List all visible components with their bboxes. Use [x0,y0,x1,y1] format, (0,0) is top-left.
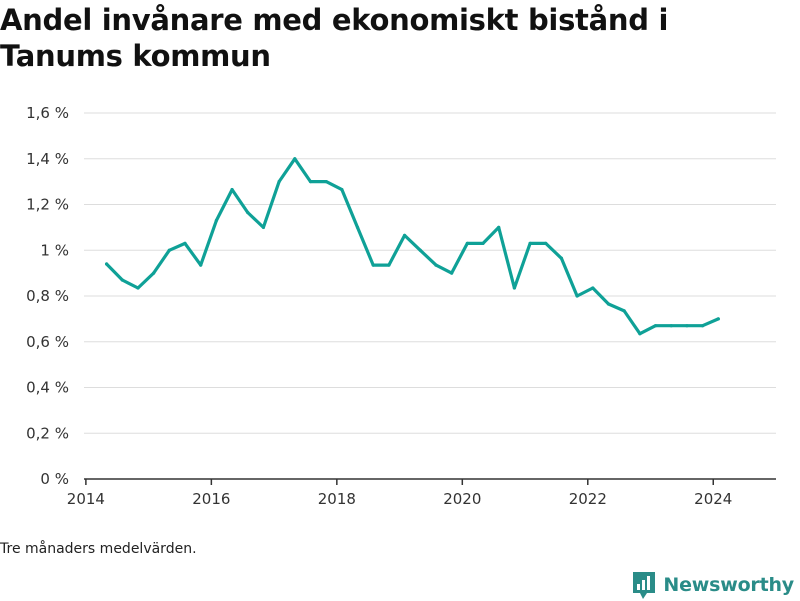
y-tick-label: 0 % [40,470,69,488]
data-point [434,263,438,267]
newsworthy-logo-icon [633,572,656,599]
y-tick-label: 0,2 % [26,424,69,442]
data-point [638,332,642,336]
data-point [340,188,344,192]
data-point [669,324,673,328]
brand-name: Newsworthy [663,574,794,596]
x-tick-label: 2022 [569,490,607,508]
data-point [591,286,595,290]
x-tick-label: 2018 [318,490,356,508]
data-point [246,210,250,215]
data-point [152,271,156,275]
chart-title: Andel invånare med ekonomiskt bistånd i … [0,3,669,73]
data-point [136,286,140,290]
x-tick-label: 2014 [67,490,105,508]
data-point [199,263,203,267]
series-group [104,157,720,336]
data-point [324,180,328,184]
y-axis-labels: 0 % 0,2 % 0,4 % 0,6 % 0,8 % 1 % 1,2 % 1,4 % 1,6 … [26,104,69,488]
x-tick-label: 2020 [443,490,481,508]
y-tick-label: 0,4 % [26,379,69,397]
x-axis [84,478,776,485]
data-point [371,263,375,267]
y-tick-label: 1 % [40,241,69,259]
data-point [183,241,187,245]
data-point [716,317,720,321]
data-point [120,278,124,282]
data-point [544,241,548,245]
data-point [214,218,218,223]
data-point [293,157,297,161]
data-point [465,241,469,245]
data-point [418,248,422,252]
y-tick-label: 0,8 % [26,287,69,305]
data-point [402,233,407,237]
data-point [512,286,516,290]
data-point [622,309,626,313]
y-tick-label: 1,2 % [26,196,69,214]
data-point [308,180,313,184]
y-tick-label: 1,6 % [26,104,69,122]
data-point [277,180,281,184]
data-point [653,324,658,328]
data-point [387,263,391,267]
x-axis-labels: 2014 2016 2018 2020 2022 2024 [67,490,733,508]
y-tick-label: 1,4 % [26,150,69,168]
data-point [167,248,171,252]
data-point [685,324,689,328]
data-point [230,188,234,192]
data-point [104,262,109,266]
data-point [450,271,454,275]
data-point [606,302,611,306]
series-line [104,157,720,336]
gridlines [84,112,776,434]
footnote: Tre månaders medelvärden. [0,541,197,557]
data-point [575,294,579,298]
data-point [355,225,360,229]
data-point [700,324,705,328]
newsworthy-brand: Newsworthy [631,569,794,601]
data-point [559,256,564,260]
data-point [261,225,266,229]
x-tick-label: 2016 [192,490,230,508]
y-tick-label: 0,6 % [26,333,69,351]
data-point [497,225,501,229]
data-point [481,241,485,245]
data-point [528,241,532,245]
x-tick-label: 2024 [694,490,732,508]
